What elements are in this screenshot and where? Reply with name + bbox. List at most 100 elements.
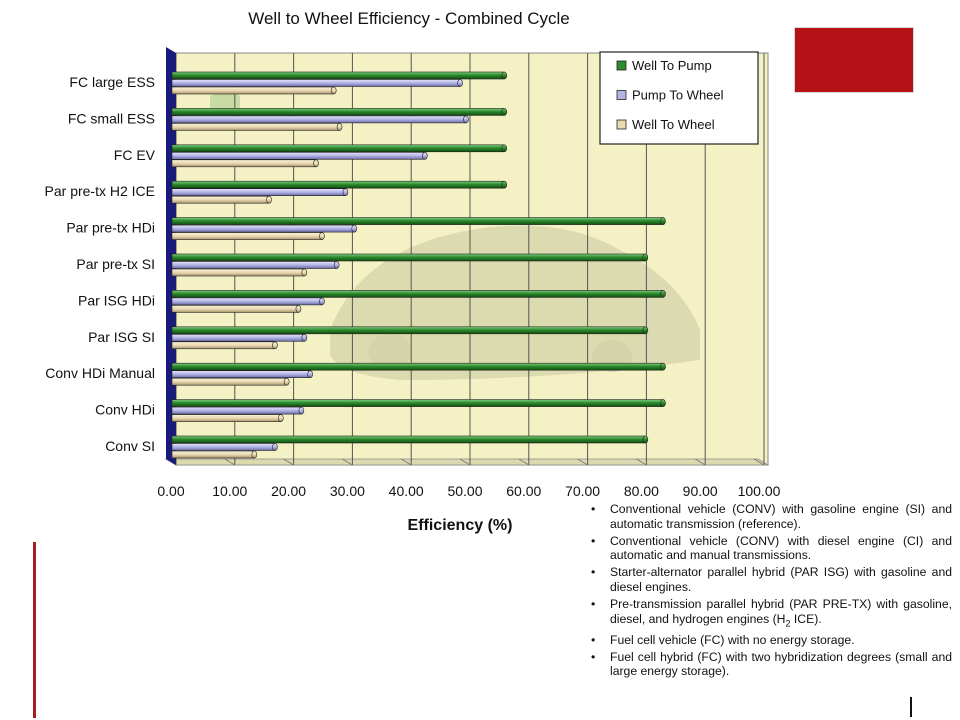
legend-label: Pump To Wheel <box>632 88 724 103</box>
legend-swatch <box>616 60 627 71</box>
note-item: Pre-transmission parallel hybrid (PAR PR… <box>587 597 952 631</box>
category-label: FC EV <box>114 147 156 163</box>
bar-cap <box>463 115 469 124</box>
x-tick-label: 30.00 <box>330 483 365 499</box>
legend-swatch <box>616 119 627 130</box>
bar-cap <box>501 108 508 116</box>
bar-well-to-wheel <box>171 232 323 240</box>
bar-pump-to-wheel <box>171 188 346 196</box>
note-item: Starter-alternator parallel hybrid (PAR … <box>587 565 952 595</box>
x-tick-label: 90.00 <box>683 483 718 499</box>
bar-cap <box>501 71 508 80</box>
bar-cap <box>336 123 343 131</box>
x-axis-title: Efficiency (%) <box>408 517 513 534</box>
plot-floor <box>164 458 770 466</box>
floor-gridline <box>459 458 471 466</box>
legend-label: Well To Wheel <box>632 117 715 132</box>
legend: Well To Pump Pump To Wheel Well To Wheel <box>599 51 759 145</box>
bar-cap <box>642 435 649 444</box>
note-item: Fuel cell vehicle (FC) with no energy st… <box>587 633 952 648</box>
bar-cap <box>301 268 308 277</box>
chart-title: Well to Wheel Efficiency - Combined Cycl… <box>248 9 570 28</box>
bar-well-to-pump <box>171 144 505 153</box>
floor-gridline <box>283 458 294 466</box>
floor-gridline <box>577 458 588 466</box>
category-label: Conv HDi Manual <box>45 365 155 381</box>
left-red-rule <box>33 542 36 718</box>
bar-cap <box>319 297 325 306</box>
bar-cap <box>313 159 319 168</box>
legend-label: Well To Pump <box>632 58 712 73</box>
bar-cap <box>307 370 313 379</box>
bar-cap <box>342 188 349 196</box>
bar-well-to-wheel <box>171 341 276 350</box>
bar-cap <box>351 224 358 233</box>
bar-pump-to-wheel <box>171 224 355 233</box>
bar-cap <box>319 232 325 240</box>
bar-well-to-pump <box>171 435 646 444</box>
category-label: Par ISG HDi <box>78 292 155 308</box>
x-tick-label: 60.00 <box>506 483 541 499</box>
category-label: Conv HDi <box>95 402 155 418</box>
bars <box>171 71 666 459</box>
corner-mark <box>910 697 912 717</box>
watermark-car-image <box>210 88 700 380</box>
bar-pump-to-wheel <box>171 79 461 87</box>
bar-cap <box>660 290 666 298</box>
bar-well-to-pump <box>171 71 505 80</box>
category-labels: FC large ESS FC small ESS FC EV Par pre-tx … <box>45 74 156 454</box>
bar-well-to-wheel <box>171 450 255 459</box>
bar-cap <box>298 406 305 415</box>
category-label: FC small ESS <box>68 110 155 126</box>
bar-well-to-pump <box>171 290 664 298</box>
subscript: 2 <box>785 618 791 629</box>
bar-cap <box>660 217 666 225</box>
category-label: Par ISG SI <box>88 329 155 345</box>
bar-well-to-wheel <box>171 123 340 131</box>
bar-well-to-pump <box>171 217 664 225</box>
bar-cap <box>330 86 337 95</box>
bar-well-to-wheel <box>171 377 287 386</box>
bar-pump-to-wheel <box>171 297 323 306</box>
bar-well-to-pump <box>171 326 646 335</box>
x-tick-labels: 0.00 10.00 20.00 30.00 40.00 50.00 60.00 70.00 8… <box>157 483 780 499</box>
bar-cap <box>277 414 284 422</box>
bar-well-to-wheel <box>171 159 317 168</box>
bar-well-to-pump <box>171 362 664 371</box>
bar-cap <box>501 144 508 153</box>
bar-pump-to-wheel <box>171 370 311 379</box>
category-label: Conv SI <box>105 438 155 454</box>
floor-gridline <box>224 458 236 466</box>
bar-well-to-pump <box>171 180 505 189</box>
legend-swatch <box>616 90 627 100</box>
red-accent-box <box>795 28 913 92</box>
bar-cap <box>457 79 463 87</box>
bar-well-to-wheel <box>171 414 282 422</box>
floor-gridline <box>518 458 530 466</box>
bar-cap <box>501 180 508 189</box>
x-tick-label: 20.00 <box>271 483 306 499</box>
bar-cap <box>251 450 258 459</box>
vehicle-notes-list: Conventional vehicle (CONV) with gasolin… <box>587 502 952 681</box>
bar-well-to-wheel <box>171 86 334 95</box>
category-label: FC large ESS <box>69 74 155 90</box>
bar-cap <box>422 152 428 160</box>
floor-gridline <box>753 458 765 466</box>
bar-cap <box>295 305 302 313</box>
note-h2-text: Pre-transmission parallel hybrid (PAR PR… <box>610 596 952 629</box>
note-item: Fuel cell hybrid (FC) with two hybridiza… <box>587 650 952 680</box>
bar-pump-to-wheel <box>171 261 337 269</box>
x-tick-label: 10.00 <box>212 483 247 499</box>
x-tick-label: 80.00 <box>624 483 659 499</box>
x-tick-label: 50.00 <box>447 483 482 499</box>
bar-pump-to-wheel <box>171 333 305 342</box>
bar-pump-to-wheel <box>171 115 467 124</box>
bar-pump-to-wheel <box>171 152 426 160</box>
bar-well-to-pump <box>171 253 646 262</box>
x-tick-label: 70.00 <box>565 483 600 499</box>
bar-cap <box>272 443 278 451</box>
bar-well-to-wheel <box>171 305 299 313</box>
bar-well-to-wheel <box>171 195 270 204</box>
bar-cap <box>266 195 272 204</box>
